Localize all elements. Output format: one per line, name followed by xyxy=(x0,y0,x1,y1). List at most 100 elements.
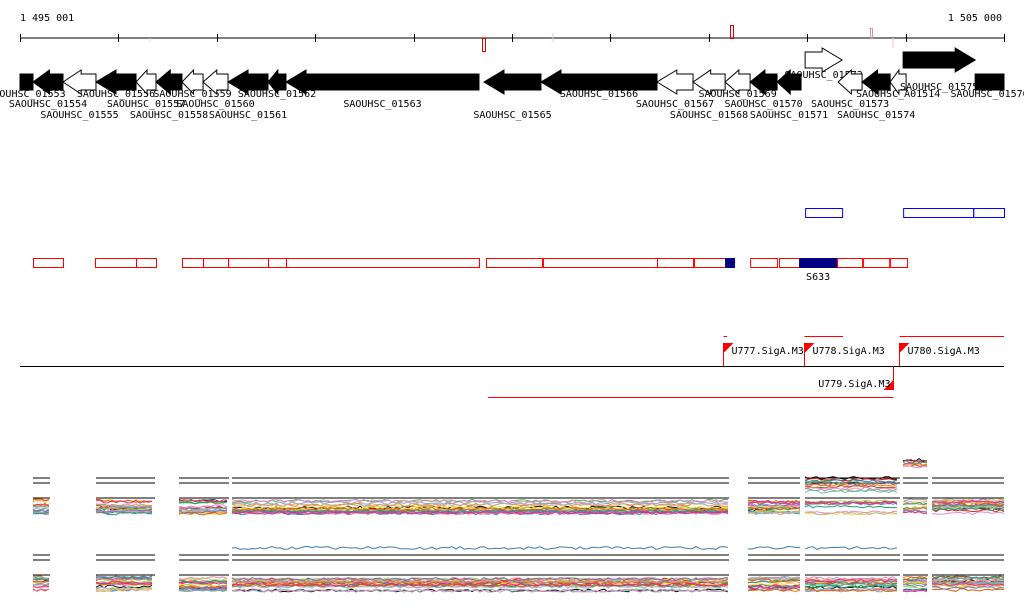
gene-label[interactable]: SAOUHSC_01572 xyxy=(784,70,862,81)
gene-arrow-saouhsc_01573[interactable] xyxy=(837,68,863,96)
gene-label[interactable]: SAOUHSC_01562 xyxy=(238,89,316,100)
axis-end-label: 1 505 000 xyxy=(947,13,1002,24)
gene-label[interactable]: SAOUHSC_01565 xyxy=(473,110,551,121)
expression-profile-line xyxy=(747,581,801,586)
expression-profile-line xyxy=(804,546,898,551)
gene-arrow-saouhsc_01559[interactable] xyxy=(181,68,204,96)
expression-profile-line xyxy=(931,503,1005,508)
expression-profile-line xyxy=(931,575,1005,580)
expression-profile-line xyxy=(95,580,153,585)
red-feature[interactable] xyxy=(94,258,138,268)
gene-arrow-saouhsc_01575[interactable] xyxy=(902,47,977,73)
terminator-label[interactable]: U780.SigA.M3 xyxy=(908,346,980,357)
expression-profile-line xyxy=(931,505,1005,510)
coverage-mark xyxy=(870,28,873,39)
gene-label[interactable]: SAOUHSC_01571 xyxy=(750,110,828,121)
gene-label[interactable]: SAOUHSC_01557 xyxy=(107,99,185,110)
gene-arrow-saouhsc_01569[interactable] xyxy=(724,68,751,96)
gene-arrow-saouhsc_01571[interactable] xyxy=(776,68,802,96)
gene-label[interactable]: SAOUHSC_01566 xyxy=(560,89,638,100)
gene-arrow-saouhsc_01568[interactable] xyxy=(692,69,726,95)
red-feature[interactable] xyxy=(863,258,891,268)
red-feature[interactable] xyxy=(286,258,480,268)
expression-profile-line xyxy=(931,507,1005,512)
red-feature[interactable] xyxy=(203,258,230,268)
gene-arrow-saouhsc_01576[interactable] xyxy=(974,73,1005,91)
expression-profile-line xyxy=(32,499,50,504)
expression-profile-line xyxy=(931,582,1005,587)
expression-profile-line xyxy=(804,484,898,489)
gene-label[interactable]: SAOUHSC_A01514 xyxy=(856,89,940,100)
gene-label[interactable]: SAOUHSC_01568 xyxy=(670,110,748,121)
gene-label[interactable]: SAOUHSC_01561 xyxy=(209,110,287,121)
terminator-label[interactable]: U777.SigA.M3 xyxy=(732,346,804,357)
red-feature[interactable] xyxy=(32,258,65,268)
red-feature[interactable] xyxy=(542,258,659,268)
gene-arrow-saouhsc_01557[interactable] xyxy=(135,68,157,96)
gene-arrow-saouhsc_01565[interactable] xyxy=(483,69,542,95)
expression-profile-line xyxy=(804,578,898,583)
gene-arrow-saouhsc_01555[interactable] xyxy=(62,69,97,95)
expression-profile-line xyxy=(902,465,928,469)
blue-feature[interactable] xyxy=(973,208,1005,218)
expression-profile-line xyxy=(95,587,153,592)
expression-profile-line xyxy=(931,511,1005,516)
gene-label[interactable]: SAOUHSC_01567 xyxy=(636,99,714,110)
gene-label[interactable]: SAOUHSC_01553 xyxy=(0,89,66,100)
red-feature[interactable] xyxy=(725,258,736,268)
gene-label[interactable]: SAOUHSC_01559 xyxy=(153,89,231,100)
expression-profile-line xyxy=(902,580,928,585)
gene-arrow-saouhsc_01563[interactable] xyxy=(285,69,480,95)
red-feature[interactable] xyxy=(228,258,269,268)
gene-arrow-saouhsc_01574[interactable] xyxy=(861,68,891,96)
red-feature[interactable] xyxy=(890,258,909,268)
red-feature[interactable] xyxy=(837,258,864,268)
gene-arrow-saouhsc_01562[interactable] xyxy=(267,68,287,96)
expression-profile-line xyxy=(231,498,729,503)
feature-s633[interactable] xyxy=(799,258,839,268)
red-feature[interactable] xyxy=(779,258,801,268)
expression-profile-line xyxy=(95,584,153,589)
gene-label[interactable]: SAOUHSC_01554 xyxy=(9,99,87,110)
gene-arrow-saouhsc_01558[interactable] xyxy=(155,68,183,96)
gene-arrow-saouhsc_01561[interactable] xyxy=(227,69,269,95)
gene-label[interactable]: SAOUHSC_01560 xyxy=(176,99,254,110)
gene-arrow-saouhsc_01566[interactable] xyxy=(540,69,658,95)
gene-arrow-saouhsc_01572[interactable] xyxy=(804,47,844,73)
expression-profile-line xyxy=(178,581,228,585)
red-feature[interactable] xyxy=(485,258,543,268)
red-feature[interactable] xyxy=(750,258,779,268)
feature-label: S633 xyxy=(806,272,830,283)
terminator-label[interactable]: U778.SigA.M3 xyxy=(813,346,885,357)
gene-arrow-saouhsc_01567[interactable] xyxy=(656,69,694,95)
gene-arrow-saouhsc_01560[interactable] xyxy=(202,68,229,96)
gene-label[interactable]: SAOUHSC_01574 xyxy=(837,110,915,121)
gene-arrow-saouhsc_01553[interactable] xyxy=(19,73,34,91)
red-feature[interactable] xyxy=(657,258,695,268)
gene-label[interactable]: SAOUHSC_01563 xyxy=(343,99,421,110)
gene-label[interactable]: SAOUHSC_01576 xyxy=(950,89,1024,100)
gene-label[interactable]: SAOUHSC_01555 xyxy=(40,110,118,121)
gene-arrow-saouhsc_01556[interactable] xyxy=(95,69,137,95)
gene-label[interactable]: SAOUHSC_01575 xyxy=(900,82,978,93)
gene-label[interactable]: SAOUHSC_01570 xyxy=(724,99,802,110)
expression-profile-line xyxy=(32,511,50,515)
blue-feature[interactable] xyxy=(805,208,844,218)
gene-label[interactable]: SAOUHSC_01573 xyxy=(811,99,889,110)
terminator-label[interactable]: U779.SigA.M3 xyxy=(818,379,890,390)
expression-profile-line xyxy=(95,582,153,586)
gene-label[interactable]: SAOUHSC_01569 xyxy=(698,89,776,100)
gene-label[interactable]: SAOUHSC_01556 xyxy=(77,89,155,100)
gene-arrow-saouhsc_a01514[interactable] xyxy=(889,68,907,96)
red-feature[interactable] xyxy=(181,258,205,268)
red-feature[interactable] xyxy=(136,258,158,268)
red-feature[interactable] xyxy=(267,258,288,268)
blue-feature[interactable] xyxy=(903,208,975,218)
expression-profile-line xyxy=(747,584,801,588)
expression-profile-line xyxy=(95,511,153,516)
red-feature[interactable] xyxy=(694,258,727,268)
gene-label[interactable]: SAOUHSC_01558 xyxy=(130,110,208,121)
gene-arrow-saouhsc_01554[interactable] xyxy=(32,69,64,95)
gene-arrow-saouhsc_01570[interactable] xyxy=(749,68,778,96)
